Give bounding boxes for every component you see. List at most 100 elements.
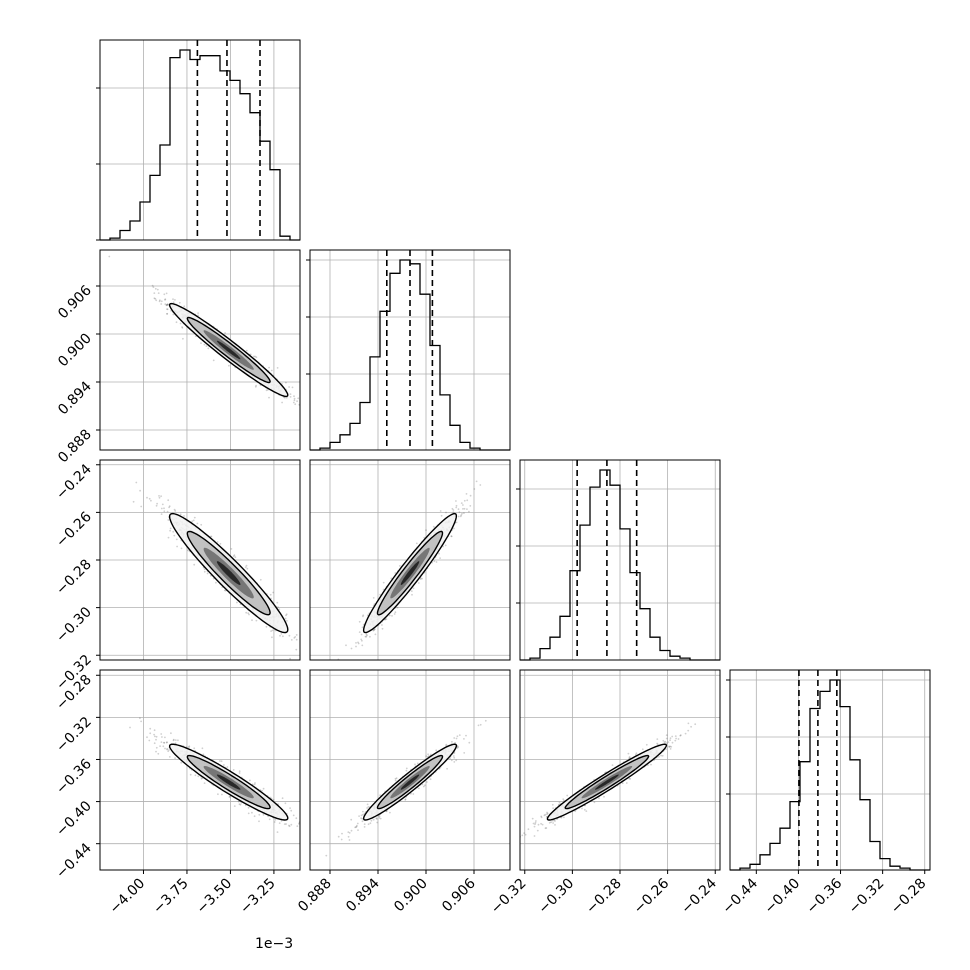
sample-point <box>452 511 455 514</box>
sample-point <box>293 399 296 402</box>
sample-point <box>245 349 248 352</box>
sample-point <box>455 759 458 762</box>
sample-point <box>279 634 281 637</box>
sample-point <box>425 755 428 757</box>
sample-point <box>196 522 199 525</box>
sample-point <box>164 299 166 301</box>
sample-point <box>238 772 241 774</box>
sample-point <box>149 732 152 735</box>
sample-point <box>593 801 596 804</box>
sample-point <box>174 757 177 759</box>
sample-point <box>209 574 212 577</box>
sample-point <box>169 527 172 530</box>
sample-point <box>172 530 175 533</box>
sample-point <box>164 736 166 739</box>
sample-point <box>271 636 273 639</box>
sample-point <box>246 567 249 570</box>
sample-point <box>289 657 291 660</box>
sample-point <box>347 835 350 838</box>
sample-point <box>161 736 163 738</box>
sample-point <box>358 620 361 623</box>
sample-point <box>442 545 444 548</box>
sample-point <box>197 775 200 778</box>
sample-point <box>210 535 213 538</box>
sample-point <box>170 732 172 735</box>
sample-point <box>456 735 459 738</box>
sample-point <box>258 820 260 823</box>
sample-point <box>164 303 167 306</box>
sample-point <box>135 481 138 484</box>
sample-point <box>285 381 287 384</box>
sample-point <box>286 620 288 622</box>
sample-point <box>381 627 384 630</box>
sample-point <box>450 535 453 538</box>
sample-point <box>203 782 206 784</box>
sample-point <box>458 511 461 514</box>
sample-point <box>562 798 565 800</box>
sample-point <box>139 717 141 720</box>
sample-point <box>205 345 208 347</box>
sample-point <box>278 822 281 824</box>
sample-point <box>469 505 472 507</box>
sample-point <box>363 823 366 825</box>
sample-point <box>200 342 202 344</box>
sample-point <box>419 578 422 580</box>
sample-point <box>232 769 235 771</box>
sample-point <box>668 746 671 748</box>
sample-point <box>288 634 291 637</box>
sample-point <box>410 792 412 795</box>
sample-point <box>463 738 465 740</box>
sample-point <box>462 508 464 510</box>
sample-point <box>200 777 203 780</box>
sample-point <box>350 647 353 650</box>
sample-point <box>181 326 184 328</box>
hist-panel-1 <box>306 249 511 451</box>
sample-point <box>367 806 370 808</box>
sample-point <box>270 369 273 372</box>
sample-point <box>560 816 563 819</box>
sample-point <box>415 542 418 545</box>
sample-point <box>172 313 175 316</box>
sample-point <box>160 300 163 303</box>
sample-point <box>425 529 427 531</box>
sample-point <box>303 652 305 654</box>
sample-point <box>249 779 251 782</box>
sample-point <box>445 511 447 514</box>
sample-point <box>253 783 256 786</box>
sample-point <box>440 514 443 517</box>
sample-point <box>179 322 182 325</box>
sample-point <box>355 825 358 828</box>
histogram-0 <box>100 49 300 241</box>
sample-point <box>373 629 376 631</box>
sample-point <box>388 614 391 617</box>
sample-point <box>450 535 453 538</box>
sample-point <box>215 581 217 584</box>
sample-point <box>166 303 169 306</box>
sample-point <box>394 611 397 614</box>
sample-point <box>468 510 470 513</box>
sample-point <box>155 746 158 749</box>
sample-point <box>265 625 268 628</box>
sample-point <box>248 613 250 616</box>
axes-frame <box>99 669 301 871</box>
sample-point <box>475 480 478 483</box>
sample-point <box>244 566 247 569</box>
sample-point <box>366 803 369 806</box>
sample-point <box>347 831 350 833</box>
sample-point <box>435 561 438 563</box>
sample-point <box>245 564 248 567</box>
sample-point <box>237 800 240 803</box>
sample-point <box>362 813 364 816</box>
sample-point <box>396 606 399 609</box>
sample-point <box>251 811 253 814</box>
sample-point <box>493 451 495 453</box>
sample-point <box>298 822 300 825</box>
axes-frame <box>99 39 301 241</box>
sample-point <box>217 793 219 796</box>
sample-point <box>154 735 156 738</box>
sample-point <box>361 818 364 820</box>
sample-point <box>453 756 456 759</box>
sample-point <box>305 827 307 829</box>
sample-point <box>280 819 283 822</box>
sample-point <box>220 760 223 763</box>
